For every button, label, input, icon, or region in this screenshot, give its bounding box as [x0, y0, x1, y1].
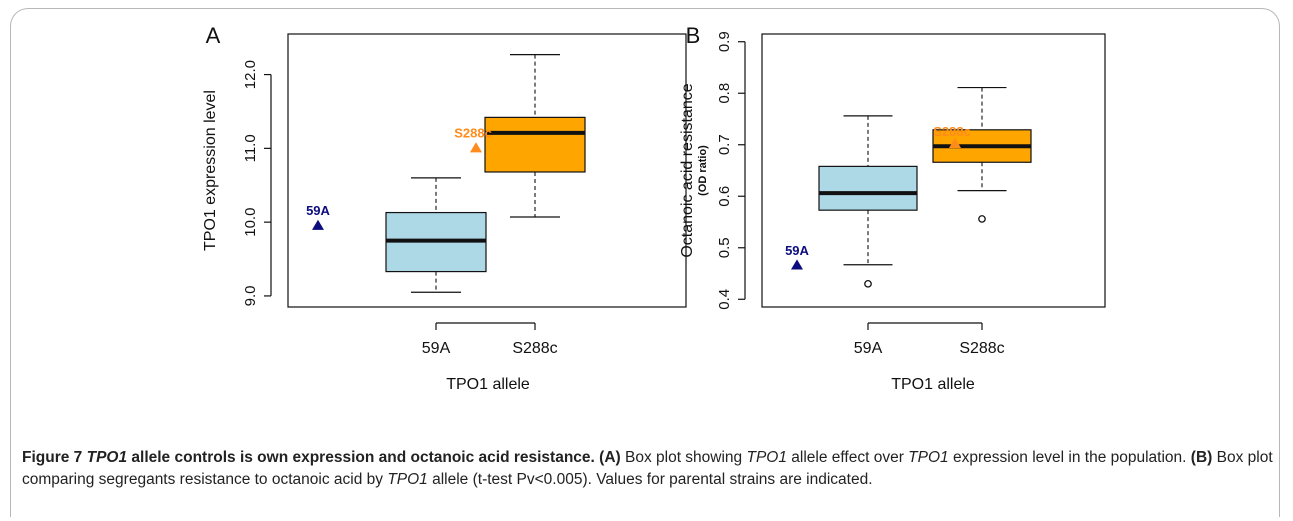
chart-a-y-tick-label: 10.0 — [242, 208, 259, 237]
chart-a-x-axis-title: TPO1 allele — [446, 376, 530, 393]
chart-b-plot-frame — [761, 33, 1106, 308]
chart-b-box-59a-iqr — [818, 165, 918, 211]
chart-b-x-tick-label: S288c — [959, 340, 1004, 357]
caption-fig-label: Figure 7 — [22, 449, 83, 466]
chart-a-y-axis-title: TPO1 expression level — [202, 90, 219, 251]
caption-panel-a-label: (A) — [599, 449, 621, 466]
chart-b-y-tick-label: 0.4 — [716, 289, 733, 310]
chart-a-box-s288c-iqr — [484, 116, 586, 173]
figure-caption: Figure 7 TPO1 allele controls is own exp… — [22, 447, 1277, 491]
caption-b-gene: TPO1 — [387, 471, 428, 488]
chart-b-x-axis-title: TPO1 allele — [891, 376, 975, 393]
chart-b-x-tick-label: 59A — [854, 340, 883, 357]
chart-b-parent-s288c-marker — [949, 137, 961, 148]
chart-a-panel-label: A — [206, 23, 221, 48]
caption-title: allele controls is own expression and oc… — [127, 449, 595, 466]
chart-a-plot-frame — [287, 33, 687, 308]
chart-b-y-axis-subtitle: (OD ratio) — [697, 145, 709, 196]
chart-b-y-tick-label: 0.6 — [716, 186, 733, 207]
caption-b-text-2: allele (t-test Pv<0.005). Values for par… — [427, 471, 873, 488]
chart-b-box-s288c-outlier — [978, 215, 986, 223]
chart-b-y-axis-title: Octanoic acid resistance — [679, 83, 696, 257]
chart-a-x-tick-label: S288c — [512, 340, 557, 357]
chart-b-parent-59a-marker — [791, 259, 803, 270]
chart-a-y-tick-label: 9.0 — [242, 286, 259, 307]
caption-a-text-3: expression level in the population. — [948, 449, 1191, 466]
figure-frame — [10, 8, 1280, 517]
caption-b-text-1: Box plot comparing segregants resistance… — [22, 449, 1273, 488]
caption-a-text-1: Box plot showing — [620, 449, 747, 466]
chart-b-parent-s288c-label: S288c — [933, 124, 971, 139]
chart-b-y-tick-label: 0.7 — [716, 134, 733, 155]
caption-title-gene: TPO1 — [86, 449, 128, 466]
chart-a-parent-s288c-marker — [470, 142, 482, 153]
chart-a-parent-s288c-label: S288c — [454, 126, 492, 141]
chart-b-parent-59a-label: 59A — [785, 243, 809, 258]
figure-plots: A 9.0 10.0 11.0 12.0 59A S288c TPO1 allele TPO1 … — [202, 23, 1106, 393]
chart-b-box-59a-outlier — [864, 279, 872, 288]
chart-a-y-tick-label: 11.0 — [242, 134, 259, 162]
chart-a-parent-59a-label: 59A — [306, 203, 330, 218]
chart-a-parent-59a-marker — [312, 219, 324, 230]
caption-a-gene-1: TPO1 — [746, 449, 787, 466]
chart-b-panel-label: B — [686, 23, 701, 48]
caption-a-text-2: allele effect over — [786, 449, 909, 466]
chart-b-y-tick-label: 0.9 — [716, 31, 733, 52]
chart-a-x-tick-label: 59A — [422, 340, 451, 357]
caption-a-gene-2: TPO1 — [908, 449, 949, 466]
chart-b-y-tick-label: 0.8 — [716, 83, 733, 104]
caption-panel-b-label: (B) — [1190, 449, 1213, 466]
chart-a-y-tick-label: 12.0 — [242, 60, 259, 89]
chart-b-y-tick-label: 0.5 — [716, 237, 733, 258]
